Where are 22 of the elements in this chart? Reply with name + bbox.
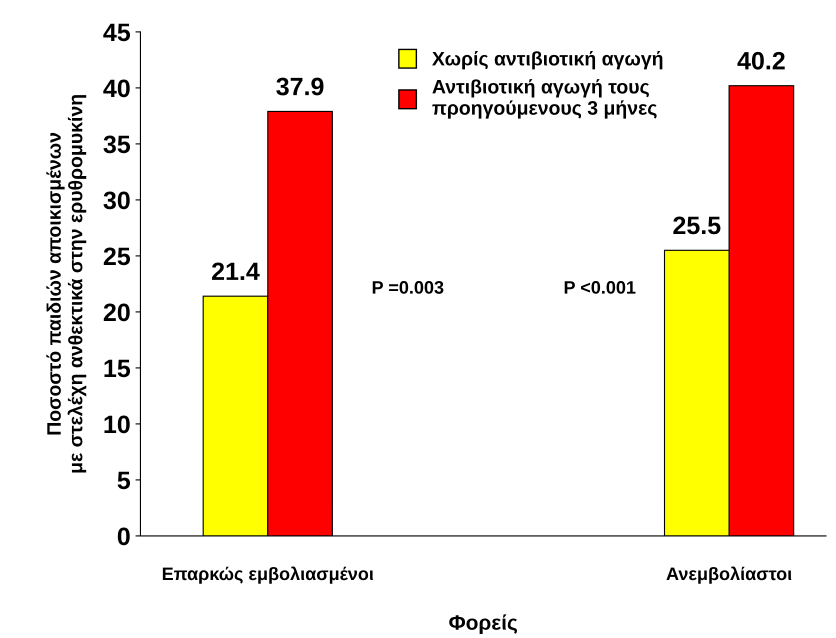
y-axis-title: Ποσοστό παιδιών αποικισμένων με στελέχη ανθεκτικά στην ερυθρομυκίνη xyxy=(46,95,86,473)
data-label: 37.9 xyxy=(276,78,324,96)
y-tick-label: 0 xyxy=(118,528,130,546)
annotation: P <0.001 xyxy=(564,281,636,294)
data-label: 25.5 xyxy=(673,216,720,234)
y-tick-label: 25 xyxy=(104,248,130,266)
data-label: 21.4 xyxy=(212,262,260,280)
x-tick-label: Επαρκώς εμβολιασμένοι xyxy=(162,566,374,584)
y-tick-label: 15 xyxy=(104,360,130,378)
y-tick-label: 45 xyxy=(103,24,130,42)
y-tick-label: 5 xyxy=(118,472,130,490)
y-tick-label: 40 xyxy=(103,80,130,98)
x-tick-label: Ανεμβολίαστοι xyxy=(666,566,792,584)
y-tick-label: 30 xyxy=(103,192,130,210)
annotation: P =0.003 xyxy=(372,281,444,294)
y-tick-label: 35 xyxy=(103,136,130,154)
legend-label: Αντιβιοτική αγωγή τους προηγούμενους 3 μήνες xyxy=(432,79,657,119)
data-label: 40.2 xyxy=(737,52,785,70)
legend-label: Χωρίς αντιβιοτική αγωγή xyxy=(432,51,662,70)
y-tick-label: 10 xyxy=(104,416,130,434)
y-tick-label: 20 xyxy=(104,304,130,322)
x-axis-title: Φορείς xyxy=(449,614,517,634)
